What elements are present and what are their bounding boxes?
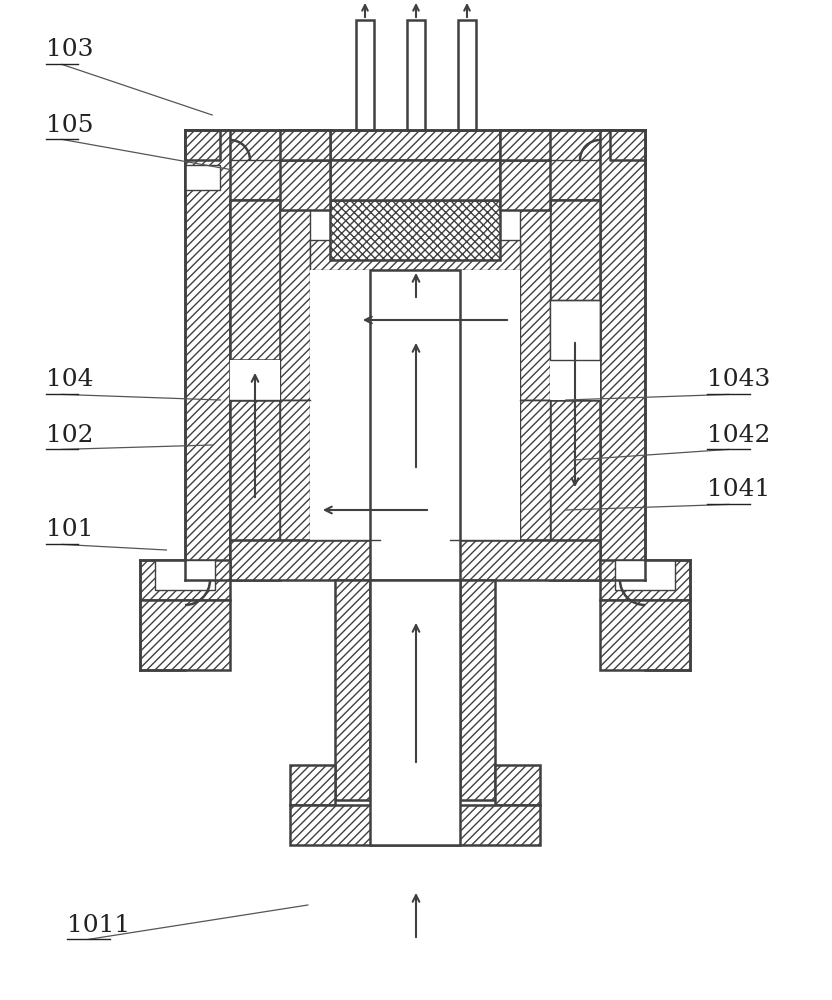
Polygon shape [500, 160, 550, 210]
Polygon shape [550, 300, 600, 360]
Polygon shape [550, 360, 600, 400]
Polygon shape [600, 600, 690, 670]
Text: 1043: 1043 [707, 368, 770, 391]
Polygon shape [330, 130, 500, 160]
Polygon shape [610, 130, 645, 200]
Polygon shape [500, 130, 550, 160]
Polygon shape [230, 540, 380, 580]
Polygon shape [330, 200, 500, 260]
Polygon shape [460, 580, 495, 800]
Text: 105: 105 [46, 113, 93, 136]
Polygon shape [310, 270, 520, 540]
Text: 1042: 1042 [707, 424, 770, 446]
Polygon shape [500, 130, 610, 200]
Polygon shape [185, 130, 220, 200]
Polygon shape [185, 165, 220, 190]
Polygon shape [520, 400, 550, 540]
Polygon shape [370, 270, 460, 580]
Polygon shape [230, 200, 280, 360]
Text: 1041: 1041 [707, 479, 770, 502]
Polygon shape [330, 160, 500, 200]
Polygon shape [220, 130, 330, 200]
Polygon shape [615, 560, 675, 590]
Text: 103: 103 [46, 38, 93, 62]
Polygon shape [230, 400, 280, 580]
Polygon shape [280, 130, 330, 160]
Polygon shape [550, 200, 600, 360]
Polygon shape [280, 210, 310, 400]
Polygon shape [600, 560, 690, 600]
Text: 101: 101 [46, 518, 93, 542]
Polygon shape [290, 765, 335, 805]
Text: 102: 102 [46, 424, 93, 446]
Polygon shape [280, 400, 310, 540]
Polygon shape [310, 240, 520, 270]
Text: 1011: 1011 [67, 914, 130, 936]
Polygon shape [230, 360, 280, 400]
Polygon shape [450, 540, 600, 580]
Polygon shape [140, 560, 230, 600]
Polygon shape [520, 210, 550, 400]
Polygon shape [550, 400, 600, 580]
Polygon shape [407, 20, 425, 130]
Polygon shape [185, 130, 230, 580]
Polygon shape [458, 20, 476, 130]
Polygon shape [155, 560, 215, 590]
Text: 104: 104 [46, 368, 93, 391]
Polygon shape [335, 580, 370, 800]
Polygon shape [370, 580, 460, 845]
Polygon shape [495, 765, 540, 805]
Polygon shape [290, 805, 540, 845]
Polygon shape [356, 20, 374, 130]
Polygon shape [140, 600, 230, 670]
Polygon shape [600, 130, 645, 580]
Polygon shape [280, 160, 330, 210]
